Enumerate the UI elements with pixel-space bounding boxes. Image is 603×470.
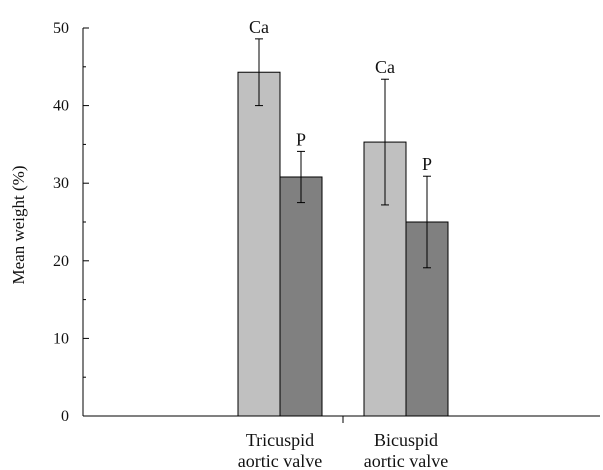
x-category-label: aortic valve (364, 451, 448, 470)
bar (279, 176, 323, 417)
bar-annotation: Ca (375, 57, 395, 77)
y-tick-label: 20 (53, 253, 69, 270)
bar-annotation: P (296, 129, 306, 149)
y-tick-label: 40 (53, 98, 69, 115)
y-axis: 0 10 20 30 40 50 (53, 20, 89, 425)
error-bars (255, 38, 431, 269)
y-axis-title: Mean weight (%) (9, 166, 28, 285)
bar-labels: Ca Ca P P (249, 17, 432, 174)
x-category-label: Bicuspid (374, 430, 438, 450)
y-tick-label: 30 (53, 175, 69, 192)
bar (237, 71, 281, 417)
bar-annotation: P (422, 154, 432, 174)
x-category-label: Tricuspid (246, 430, 314, 450)
y-tick-label: 50 (53, 20, 69, 37)
x-category-label: aortic valve (238, 451, 322, 470)
bars (237, 71, 449, 417)
y-tick-label: 10 (53, 330, 69, 347)
y-tick-label: 0 (61, 408, 69, 425)
bar-annotation: Ca (249, 17, 269, 37)
